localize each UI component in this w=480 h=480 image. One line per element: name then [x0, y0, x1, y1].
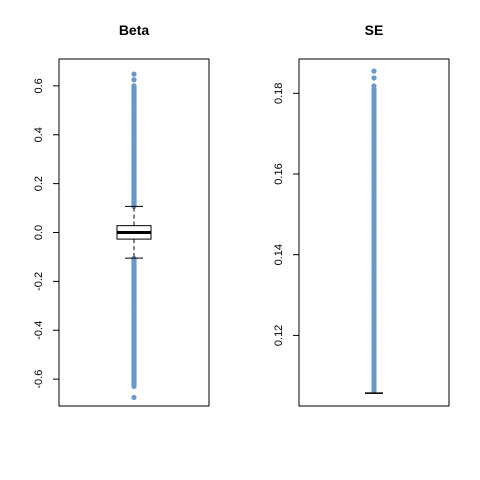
- beta-y-tick-label: -0.2: [33, 272, 45, 291]
- se-panel: SE 0.12 0.14 0.16 0.18: [273, 22, 450, 407]
- se-y-tick-label: 0.16: [273, 163, 285, 184]
- se-y-tick-label: 0.14: [273, 244, 285, 265]
- se-title: SE: [365, 22, 384, 38]
- se-outlier-point: [371, 75, 377, 81]
- beta-outlier-point: [131, 71, 137, 77]
- beta-outlier-point: [131, 394, 137, 401]
- se-outlier-point: [371, 83, 377, 89]
- beta-y-tick-label: -0.6: [33, 370, 45, 389]
- beta-y-tick-label: 0.6: [33, 78, 45, 93]
- beta-panel: Beta -0.6 -0.4 -0.2 0.0 0.2 0.4 0.6: [33, 22, 210, 407]
- se-plot-frame: [298, 58, 450, 407]
- beta-y-tick-label: 0.4: [33, 127, 45, 142]
- se-y-tick-label: 0.12: [273, 325, 285, 346]
- beta-y-tick-label: 0.0: [33, 225, 45, 240]
- beta-outlier-point: [131, 77, 137, 83]
- beta-title: Beta: [119, 22, 150, 38]
- beta-y-tick-label: 0.2: [33, 176, 45, 191]
- beta-y-tick-label: -0.4: [33, 321, 45, 340]
- se-outlier-point: [371, 68, 377, 74]
- beta-outlier-point: [131, 83, 137, 89]
- se-y-tick-label: 0.18: [273, 83, 285, 104]
